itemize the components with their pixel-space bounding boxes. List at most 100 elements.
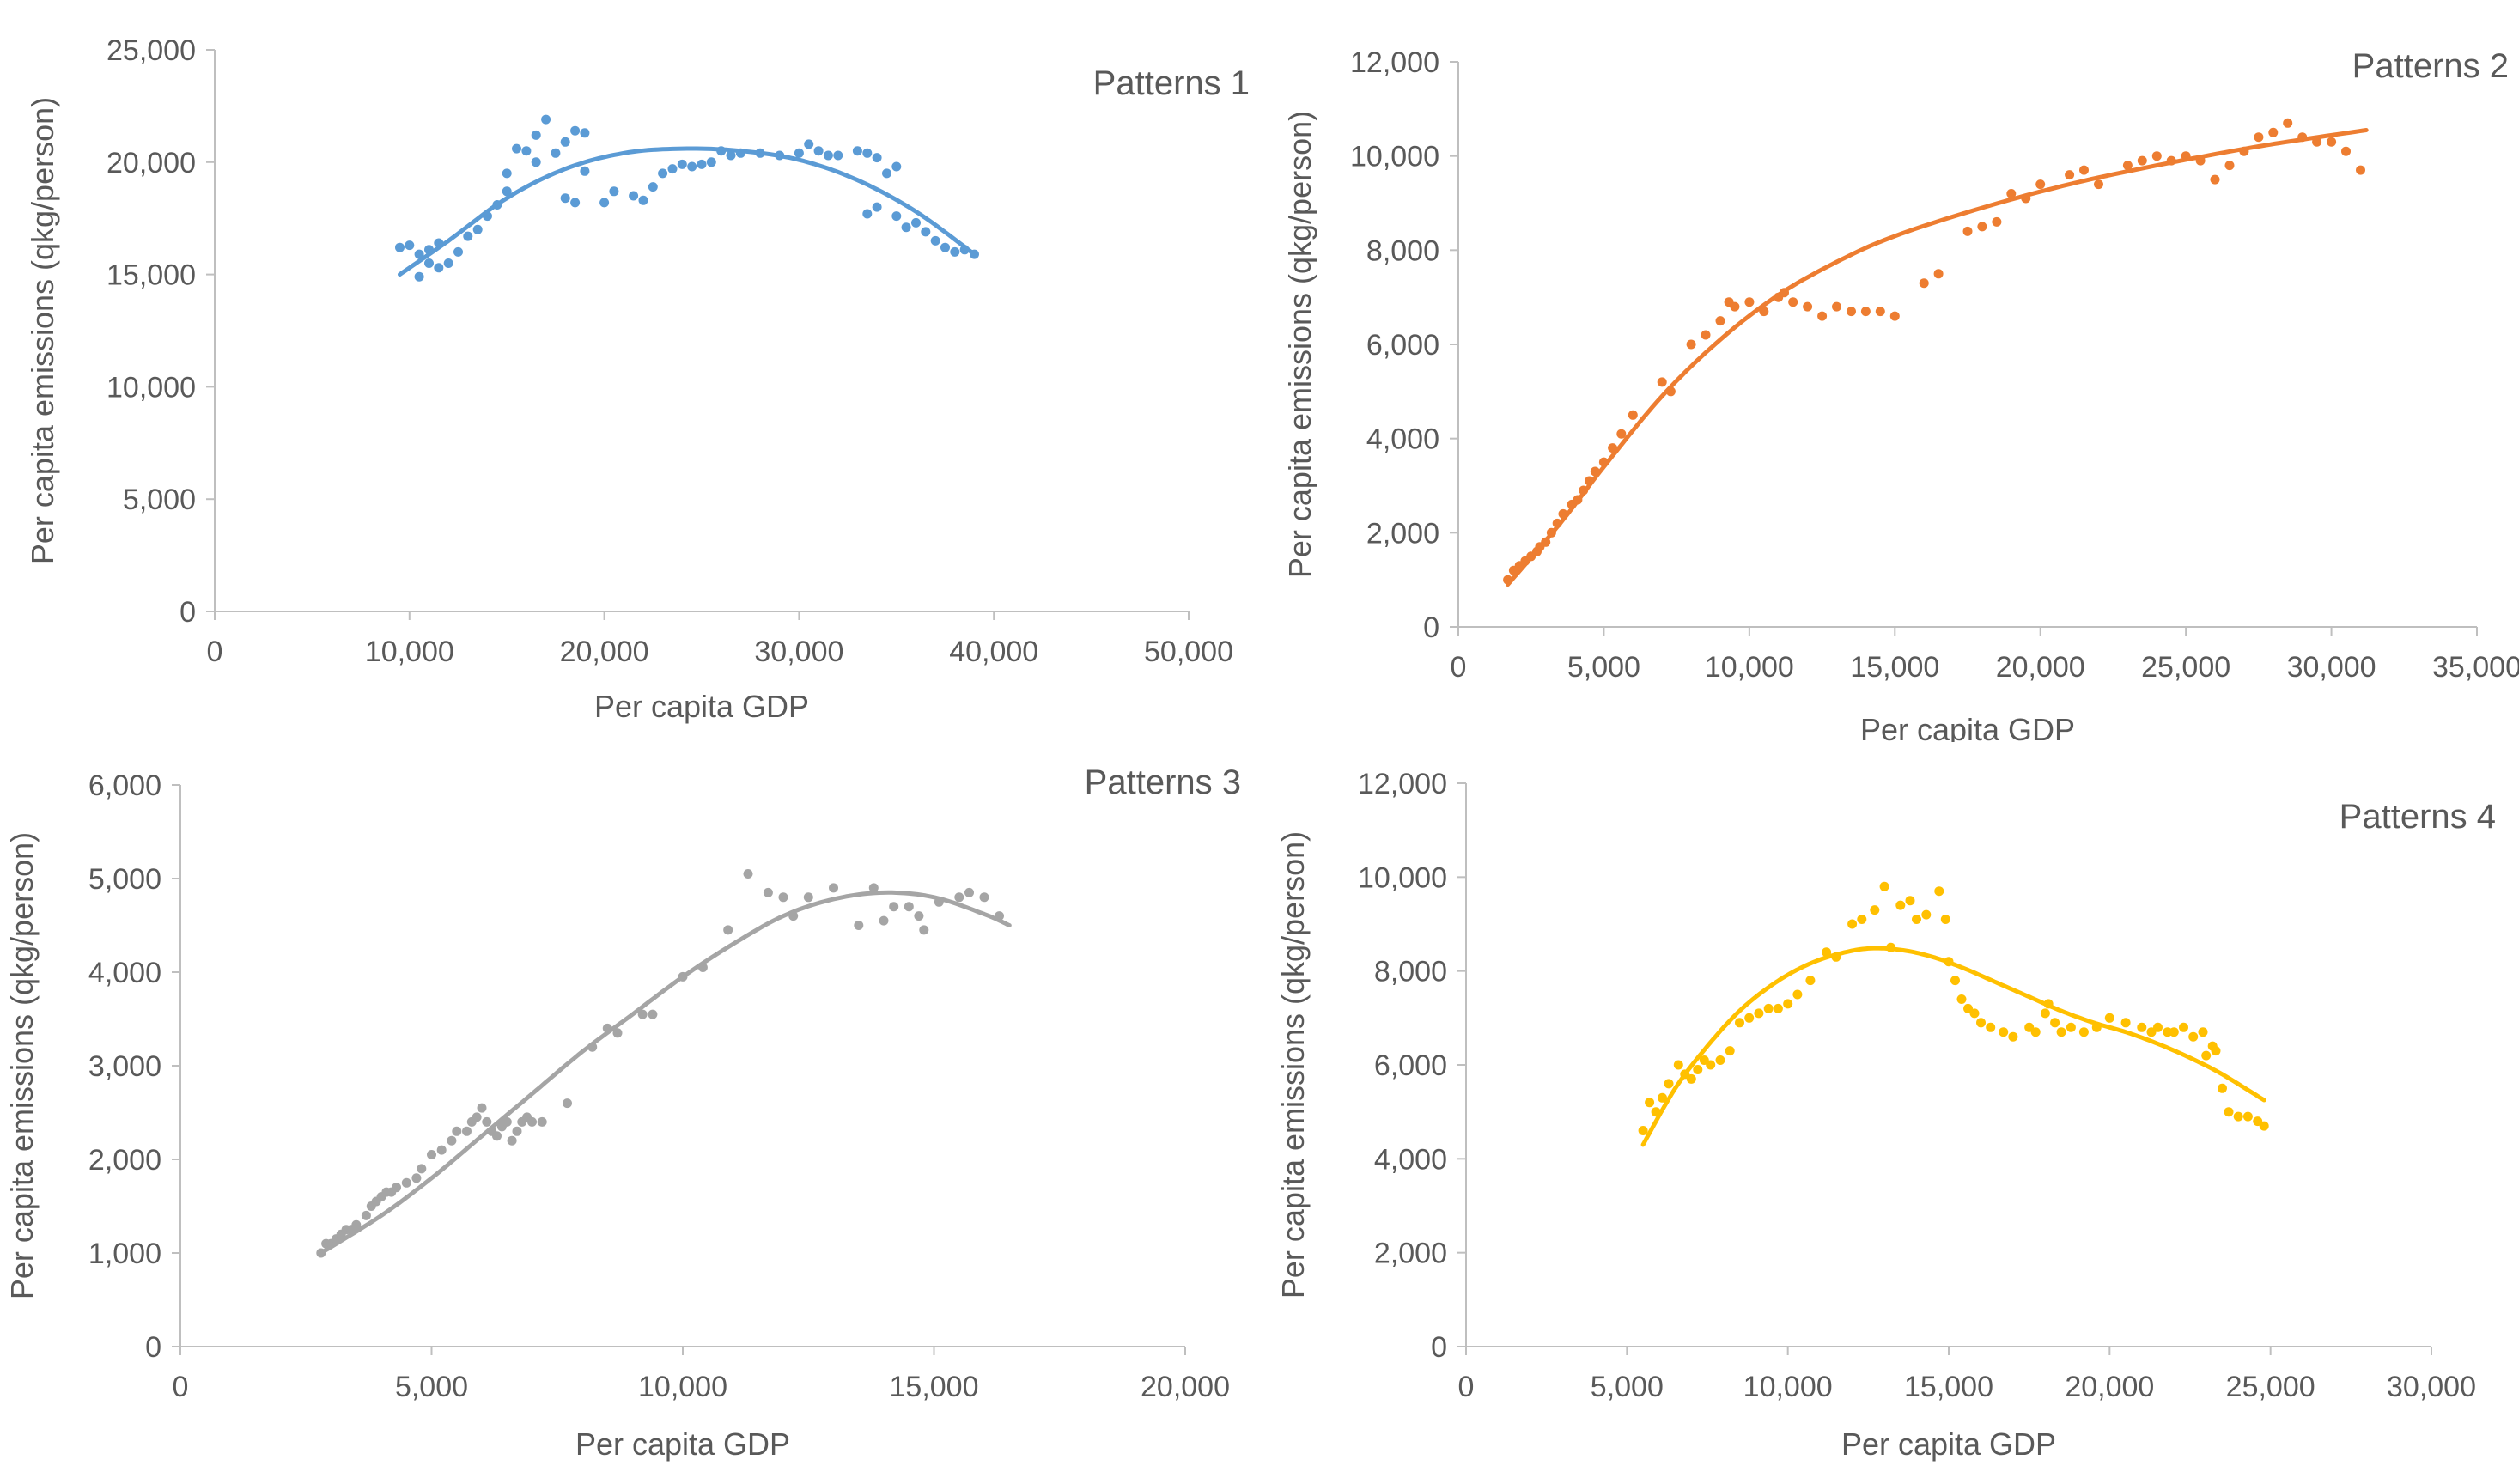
y-tick-label: 8,000 [1366,234,1439,267]
data-point [1780,288,1789,298]
y-tick-label: 12,000 [1358,768,1447,800]
data-point [2079,165,2089,175]
data-point [502,168,512,179]
chart-title: Patterns 4 [2340,798,2496,836]
x-axis-label: Per capita GDP [1841,1426,2056,1462]
y-tick-label: 10,000 [1358,861,1447,894]
data-point [2327,137,2337,147]
x-tick-label: 10,000 [365,636,454,668]
x-tick-label: 15,000 [890,1371,979,1403]
data-point [537,1116,547,1127]
data-point [2218,1083,2227,1093]
data-point [570,125,581,136]
y-tick-label: 6,000 [1374,1049,1447,1082]
data-point [697,963,708,972]
data-point [726,150,736,161]
data-point [434,263,444,273]
x-tick-label: 5,000 [1591,1371,1664,1403]
y-tick-label: 20,000 [106,147,196,179]
data-point [2188,1031,2199,1042]
data-point [447,1135,457,1146]
data-point [854,921,864,930]
data-point [477,1103,487,1113]
data-point [361,1210,371,1220]
data-point [417,1164,427,1174]
data-point [1744,297,1755,307]
y-axis-label: Per capita emissions (qkg/person) [1275,831,1311,1298]
data-point [2268,127,2279,137]
data-point [531,130,541,140]
chart-patterns-2: 0 5,000 10,000 15,000 20,000 25,000 30,000 35,0… [1259,0,2519,742]
y-tick-label: 4,000 [88,957,161,989]
x-tick-label: 10,000 [1705,651,1794,684]
x-tick-label: 35,000 [2432,651,2519,684]
data-point [1976,1018,1986,1028]
x-axis-label: Per capita GDP [594,689,809,724]
y-tick-label: 12,000 [1350,46,1439,79]
data-point [1933,269,1944,279]
data-point [453,246,463,257]
data-point [2043,999,2054,1009]
x-tick-label: 30,000 [2287,651,2376,684]
chart-patterns-4: 0 5,000 10,000 15,000 20,000 25,000 30,000 0 2,0… [1259,742,2519,1484]
data-point [940,242,950,252]
data-point [1962,226,1973,236]
data-point [424,245,434,255]
x-tick-label: 5,000 [395,1371,468,1403]
data-point [1759,307,1769,317]
data-point [527,1116,537,1127]
data-point [463,231,473,241]
data-point [2008,1031,2018,1042]
data-point [1832,301,1841,312]
data-point [483,211,492,222]
data-point [1645,1098,1655,1108]
x-tick-label: 20,000 [1141,1371,1230,1403]
data-point [2210,174,2220,185]
y-tick-label: 2,000 [1374,1238,1447,1270]
data-point [2341,146,2351,156]
data-point [434,238,444,248]
x-tick-label: 5,000 [1567,651,1640,684]
data-point [580,128,590,138]
data-point [2021,193,2031,204]
data-point [2201,1050,2212,1061]
chart-patterns-1: 0 10,000 20,000 30,000 40,000 50,000 0 5,000 10,… [0,0,1259,742]
chart-title: Patterns 2 [2352,47,2509,85]
data-point [788,911,799,921]
x-axis-label: Per capita GDP [1860,712,2075,742]
x-tick-label: 20,000 [1996,651,2085,684]
y-tick-label: 2,000 [88,1144,161,1177]
data-point [351,1219,362,1230]
data-point [995,911,1004,921]
data-point [1573,495,1583,505]
data-point [778,892,788,903]
data-point [2239,146,2249,156]
data-point [755,148,765,158]
data-point [2120,1018,2131,1028]
data-point [667,164,678,174]
data-point [1651,1107,1661,1117]
data-point [1608,443,1618,453]
x-tick-label: 10,000 [1743,1371,1833,1403]
data-point [1598,457,1609,467]
y-tick-label: 1,000 [88,1238,161,1270]
data-point [1857,915,1867,924]
y-tick-label: 2,000 [1366,517,1439,550]
data-point [914,911,924,921]
data-point [1999,1027,2009,1037]
data-point [405,240,415,251]
data-point [472,1112,482,1122]
data-point [436,1145,447,1155]
x-tick-label: 10,000 [638,1371,727,1403]
data-point [512,143,521,154]
data-point [2242,1111,2253,1122]
data-point [1860,307,1871,317]
y-tick-label: 10,000 [1350,141,1439,173]
data-point [2169,1027,2179,1037]
y-tick-label: 15,000 [106,259,196,292]
data-point [637,1009,648,1019]
data-point [602,1023,612,1033]
data-point [2211,1046,2221,1056]
data-point [2030,1027,2041,1037]
data-point [1919,278,1929,289]
